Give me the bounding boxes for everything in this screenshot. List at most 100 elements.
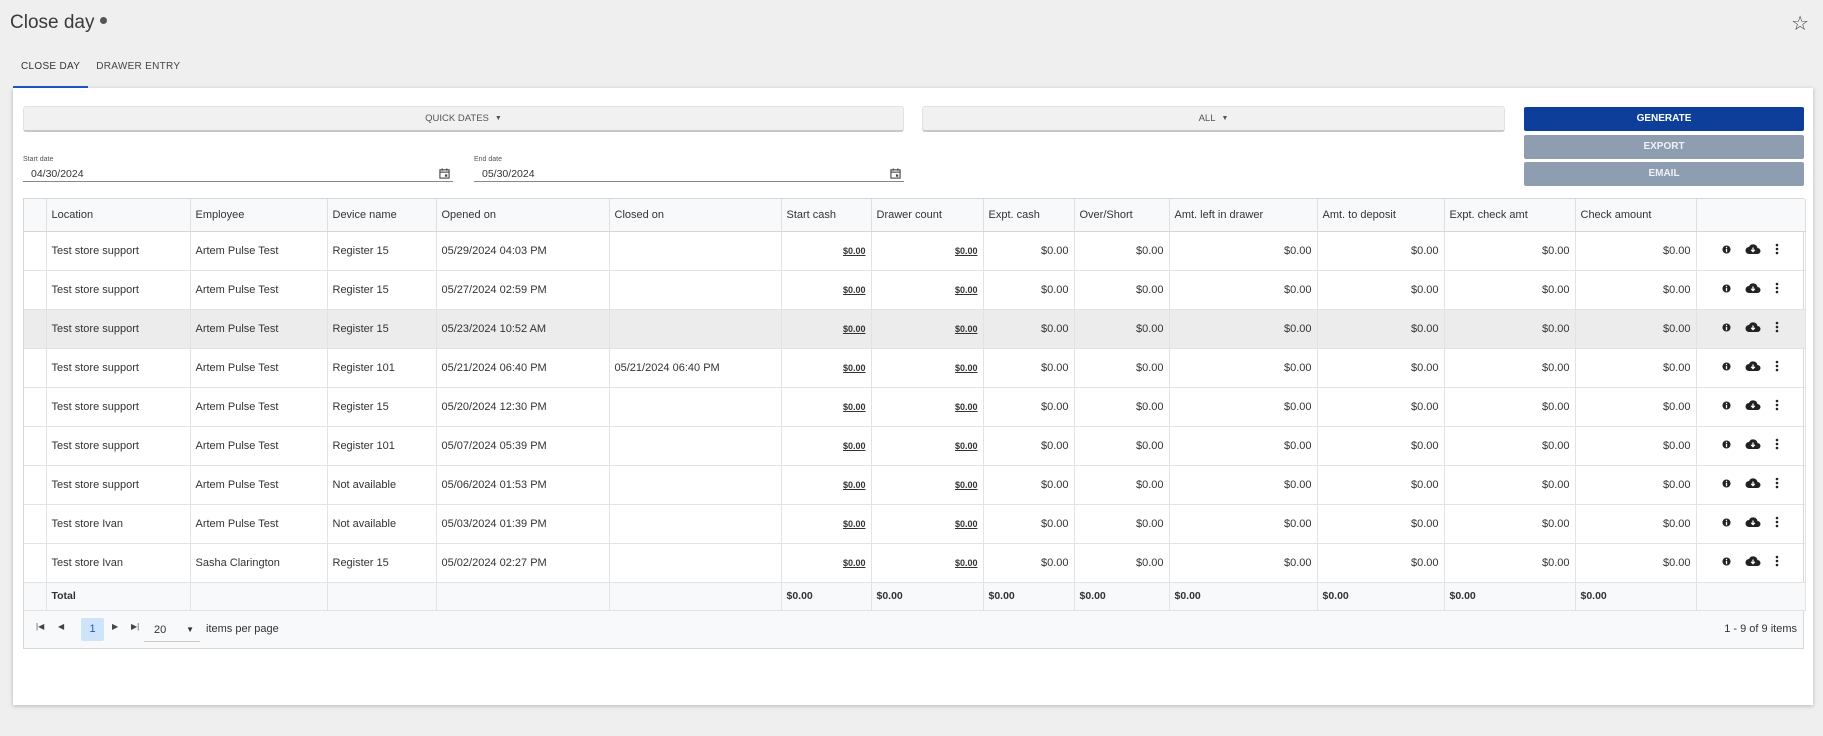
drawer-count-link[interactable]: $0.00 bbox=[954, 284, 978, 295]
tab-close-day[interactable]: CLOSE DAY bbox=[13, 52, 89, 88]
more-vertical-icon[interactable] bbox=[1775, 555, 1779, 570]
info-icon[interactable] bbox=[1722, 478, 1731, 491]
table-row[interactable]: Test store Ivan Artem Pulse Test Not avail… bbox=[24, 504, 1806, 544]
table-row[interactable]: Test store Ivan Sasha Clarington Register … bbox=[24, 543, 1806, 583]
drawer-count-link[interactable]: $0.00 bbox=[954, 518, 978, 529]
cell-amt-deposit: $0.00 bbox=[1317, 426, 1445, 466]
info-icon[interactable] bbox=[1722, 400, 1731, 413]
info-icon[interactable] bbox=[1722, 322, 1731, 335]
drawer-count-link[interactable]: $0.00 bbox=[954, 479, 978, 490]
column-header-start-cash[interactable]: Start cash bbox=[781, 199, 872, 232]
column-header-check-amount[interactable]: Check amount bbox=[1575, 199, 1697, 232]
cell-amt-left: $0.00 bbox=[1169, 426, 1318, 466]
end-date-value[interactable]: 05/30/2024 bbox=[482, 168, 535, 180]
prev-page-icon[interactable]: ◀ bbox=[58, 622, 65, 631]
column-header-over-short[interactable]: Over/Short bbox=[1074, 199, 1170, 232]
cell-location: Test store support bbox=[46, 231, 191, 271]
last-page-icon[interactable]: ▶| bbox=[131, 622, 140, 631]
more-vertical-icon[interactable] bbox=[1775, 438, 1779, 453]
info-icon[interactable] bbox=[1722, 517, 1731, 530]
info-icon[interactable] bbox=[1722, 556, 1731, 569]
column-header-drawer-count[interactable]: Drawer count bbox=[871, 199, 984, 232]
table-row[interactable]: Test store support Artem Pulse Test Regist… bbox=[24, 309, 1806, 349]
more-vertical-icon[interactable] bbox=[1775, 321, 1779, 336]
end-date-field[interactable]: End date 05/30/2024 bbox=[474, 156, 904, 182]
column-header-expt-cash[interactable]: Expt. cash bbox=[983, 199, 1075, 232]
table-row[interactable]: Test store support Artem Pulse Test Regist… bbox=[24, 387, 1806, 427]
first-page-icon[interactable]: |◀ bbox=[36, 622, 45, 631]
more-vertical-icon[interactable] bbox=[1775, 282, 1779, 297]
cloud-download-icon[interactable] bbox=[1745, 399, 1761, 414]
drawer-count-link[interactable]: $0.00 bbox=[954, 245, 978, 256]
table-row[interactable]: Test store support Artem Pulse Test Regist… bbox=[24, 348, 1806, 388]
more-vertical-icon[interactable] bbox=[1775, 243, 1779, 258]
total-label: Total bbox=[46, 582, 191, 611]
column-header-closed-on[interactable]: Closed on bbox=[609, 199, 782, 232]
cloud-download-icon[interactable] bbox=[1745, 555, 1761, 570]
start-cash-link[interactable]: $0.00 bbox=[842, 362, 866, 373]
table-row[interactable]: Test store support Artem Pulse Test Regist… bbox=[24, 231, 1806, 271]
info-icon[interactable] bbox=[1722, 244, 1731, 257]
more-vertical-icon[interactable] bbox=[1775, 516, 1779, 531]
more-vertical-icon[interactable] bbox=[1775, 477, 1779, 492]
cloud-download-icon[interactable] bbox=[1745, 243, 1761, 258]
start-cash-link[interactable]: $0.00 bbox=[842, 245, 866, 256]
column-header-location[interactable]: Location bbox=[46, 199, 191, 232]
cell-device-name: Register 15 bbox=[327, 387, 437, 427]
start-cash-link[interactable]: $0.00 bbox=[842, 401, 866, 412]
next-page-icon[interactable]: ▶ bbox=[112, 622, 119, 631]
cloud-download-icon[interactable] bbox=[1745, 360, 1761, 375]
drawer-count-link[interactable]: $0.00 bbox=[954, 362, 978, 373]
tab-drawer-entry[interactable]: DRAWER ENTRY bbox=[96, 61, 181, 72]
row-spacer-cell bbox=[24, 270, 47, 310]
page-size-select[interactable]: 20 ▼ bbox=[144, 618, 200, 642]
table-row[interactable]: Test store support Artem Pulse Test Regist… bbox=[24, 270, 1806, 310]
email-button[interactable]: EMAIL bbox=[1524, 162, 1804, 186]
info-dot-icon[interactable] bbox=[99, 17, 107, 25]
start-cash-link[interactable]: $0.00 bbox=[842, 557, 866, 568]
drawer-count-link[interactable]: $0.00 bbox=[954, 440, 978, 451]
start-cash-link[interactable]: $0.00 bbox=[842, 479, 866, 490]
cell-closed-on bbox=[609, 465, 782, 505]
info-icon[interactable] bbox=[1722, 283, 1731, 296]
table-row[interactable]: Test store support Artem Pulse Test Not av… bbox=[24, 465, 1806, 505]
start-cash-link[interactable]: $0.00 bbox=[842, 440, 866, 451]
more-vertical-icon[interactable] bbox=[1775, 399, 1779, 414]
page-number-current[interactable]: 1 bbox=[81, 618, 104, 641]
start-cash-link[interactable]: $0.00 bbox=[842, 518, 866, 529]
calendar-icon[interactable] bbox=[890, 168, 901, 179]
column-header-opened-on[interactable]: Opened on bbox=[436, 199, 610, 232]
quick-dates-dropdown[interactable]: QUICK DATES ▼ bbox=[23, 106, 904, 132]
drawer-count-link[interactable]: $0.00 bbox=[954, 323, 978, 334]
start-cash-link[interactable]: $0.00 bbox=[842, 323, 866, 334]
start-date-value[interactable]: 04/30/2024 bbox=[31, 168, 84, 180]
cloud-download-icon[interactable] bbox=[1745, 282, 1761, 297]
column-header-amt-left[interactable]: Amt. left in drawer bbox=[1169, 199, 1318, 232]
all-filter-dropdown[interactable]: ALL ▼ bbox=[922, 106, 1505, 132]
cell-amt-left: $0.00 bbox=[1169, 387, 1318, 427]
drawer-count-link[interactable]: $0.00 bbox=[954, 401, 978, 412]
column-header-employee[interactable]: Employee bbox=[190, 199, 328, 232]
table-row[interactable]: Test store support Artem Pulse Test Regist… bbox=[24, 426, 1806, 466]
cloud-download-icon[interactable] bbox=[1745, 477, 1761, 492]
start-cash-link[interactable]: $0.00 bbox=[842, 284, 866, 295]
row-spacer-cell bbox=[24, 426, 47, 466]
favorite-star-icon[interactable]: ☆ bbox=[1791, 13, 1809, 35]
cell-start-cash: $0.00 bbox=[781, 426, 872, 466]
drawer-count-link[interactable]: $0.00 bbox=[954, 557, 978, 568]
cloud-download-icon[interactable] bbox=[1745, 321, 1761, 336]
cloud-download-icon[interactable] bbox=[1745, 438, 1761, 453]
column-header-amt-deposit[interactable]: Amt. to deposit bbox=[1317, 199, 1445, 232]
generate-button[interactable]: GENERATE bbox=[1524, 107, 1804, 131]
info-icon[interactable] bbox=[1722, 439, 1731, 452]
column-header-device-name[interactable]: Device name bbox=[327, 199, 437, 232]
calendar-icon[interactable] bbox=[439, 168, 450, 179]
export-button[interactable]: EXPORT bbox=[1524, 135, 1804, 159]
cloud-download-icon[interactable] bbox=[1745, 516, 1761, 531]
start-date-field[interactable]: Start date 04/30/2024 bbox=[23, 156, 453, 182]
more-vertical-icon[interactable] bbox=[1775, 360, 1779, 375]
quick-dates-label: QUICK DATES bbox=[425, 113, 489, 124]
column-header-expt-check[interactable]: Expt. check amt bbox=[1444, 199, 1576, 232]
row-spacer-cell bbox=[24, 309, 47, 349]
info-icon[interactable] bbox=[1722, 361, 1731, 374]
